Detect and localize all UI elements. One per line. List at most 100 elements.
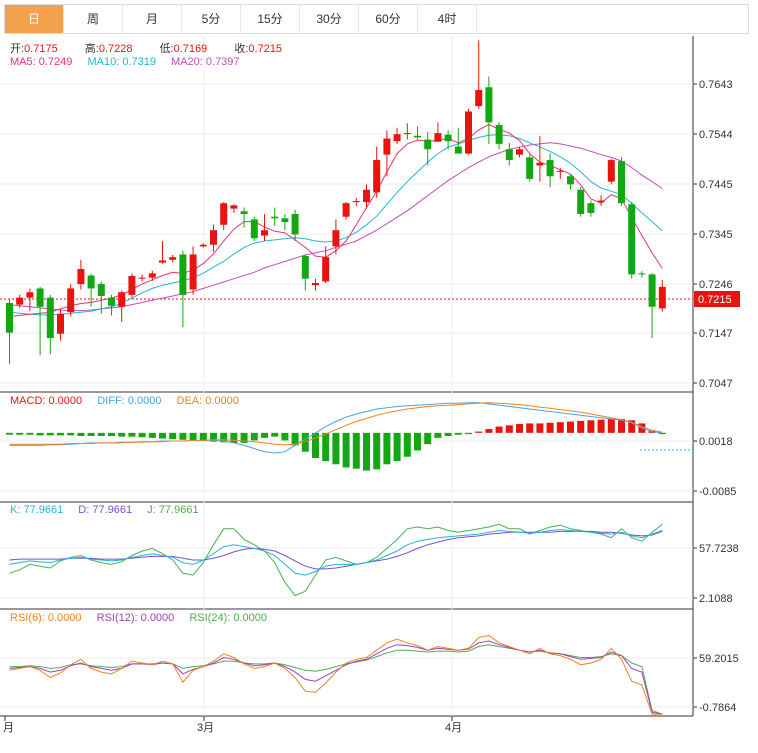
macd-bar: [281, 432, 289, 441]
candle-body: [618, 161, 625, 204]
macd-bar: [108, 432, 115, 436]
kdj-panel: [9, 523, 663, 597]
rsi12-label: RSI(12):: [96, 612, 141, 624]
period-tabbar: 日周月 5分 15分 30分 60分 4时: [4, 4, 749, 34]
candle-body: [220, 203, 228, 225]
macd-bar: [6, 432, 13, 435]
high-value: 0.7228: [98, 43, 133, 55]
d-line: [9, 530, 663, 570]
ma20-label: MA20:: [171, 56, 206, 68]
candle-body: [434, 133, 442, 142]
tab-3[interactable]: 5分: [182, 5, 241, 33]
candle-body: [46, 297, 54, 339]
candle-body: [638, 273, 646, 275]
tab-4[interactable]: 15分: [241, 5, 300, 33]
candle-body: [505, 149, 513, 161]
candle-body: [485, 87, 493, 123]
macd-bar: [57, 432, 64, 436]
macd-bar: [97, 432, 105, 436]
candle-body: [597, 200, 605, 203]
candle-body: [516, 149, 523, 155]
low-value: 0.7169: [173, 43, 208, 55]
candle-body: [546, 160, 554, 177]
rsi-legend: RSI(6): 0.0000 RSI(12): 0.0000 RSI(24): …: [10, 612, 279, 624]
candle-body: [322, 257, 330, 282]
price-tick-label: 0.7047: [699, 378, 733, 390]
tab-0[interactable]: 日: [5, 5, 64, 33]
rsi-panel: [9, 634, 663, 715]
x-tick-label: 4月: [445, 722, 462, 734]
j-value: 77.9661: [158, 504, 199, 516]
tab-6[interactable]: 60分: [359, 5, 418, 33]
current-price-badge: [694, 291, 740, 307]
macd-bar: [577, 420, 585, 433]
dea-value: 0.0000: [205, 395, 239, 407]
macd-bar: [454, 432, 462, 435]
ma-legend: MA5: 0.7249 MA10: 0.7319 MA20: 0.7397: [10, 56, 252, 68]
macd-bar: [250, 432, 258, 441]
candle-body: [342, 203, 350, 217]
price-tick-label: 0.7345: [699, 229, 733, 241]
tab-2[interactable]: 月: [123, 5, 182, 33]
macd-bar: [46, 432, 54, 436]
candle-body: [67, 288, 75, 313]
macd-bar: [36, 432, 44, 436]
kdj-tick-label: 2.1088: [699, 593, 733, 605]
macd-bar: [67, 432, 75, 436]
tab-7[interactable]: 4时: [418, 5, 477, 33]
tab-5[interactable]: 30分: [300, 5, 359, 33]
candle-body: [363, 189, 370, 203]
high-label: 高:: [84, 43, 99, 55]
rsi6-value: 0.0000: [47, 612, 82, 624]
macd-bar: [240, 432, 248, 443]
tab-1[interactable]: 周: [64, 5, 123, 33]
candle-body: [628, 204, 636, 275]
macd-bar: [658, 432, 666, 435]
macd-bar: [597, 419, 605, 433]
price-tick-label: 0.7643: [699, 79, 733, 91]
candle-body: [444, 134, 452, 142]
open-label: 开:: [10, 43, 25, 55]
macd-bar: [230, 432, 238, 443]
k-line: [9, 529, 663, 576]
price-tick-label: 0.7544: [699, 129, 733, 141]
d-label: D:: [78, 504, 93, 516]
rsi12-value: 0.0000: [140, 612, 175, 624]
diff-value: 0.0000: [127, 395, 162, 407]
macd-bar: [567, 421, 574, 433]
macd-bar: [342, 432, 350, 468]
d-value: 77.9661: [92, 504, 133, 516]
macd-bar: [169, 432, 177, 440]
macd-bar: [118, 432, 126, 437]
price-tick-label: 0.7147: [699, 328, 733, 340]
candle-body: [36, 288, 44, 307]
candle-body: [108, 297, 115, 306]
j-line: [9, 523, 663, 597]
macd-bar: [516, 424, 523, 433]
candle-body: [383, 138, 391, 155]
candle-body: [77, 269, 85, 285]
candle-body: [567, 176, 574, 185]
macd-bar: [383, 432, 391, 465]
price-tick-label: 0.7445: [699, 179, 733, 191]
macd-legend: MACD: 0.0000 DIFF: 0.0000 DEA: 0.0000: [10, 395, 251, 407]
macd-bar: [322, 432, 330, 462]
macd-bar: [556, 422, 564, 433]
candle-body: [393, 134, 401, 142]
candle-body: [57, 313, 64, 334]
macd-bar: [475, 431, 483, 433]
candle-body: [291, 214, 299, 235]
macd-bar: [77, 432, 85, 436]
macd-bar: [403, 432, 411, 457]
dea-label: DEA:: [176, 395, 206, 407]
candle-body: [414, 135, 421, 138]
candle-body: [403, 133, 411, 135]
candle-body: [97, 284, 105, 296]
macd-bar: [271, 432, 279, 437]
candle-body: [332, 230, 340, 247]
candle-body: [189, 254, 197, 290]
macd-bar: [210, 432, 217, 442]
candle-body: [261, 230, 268, 236]
candle-body: [658, 286, 666, 309]
